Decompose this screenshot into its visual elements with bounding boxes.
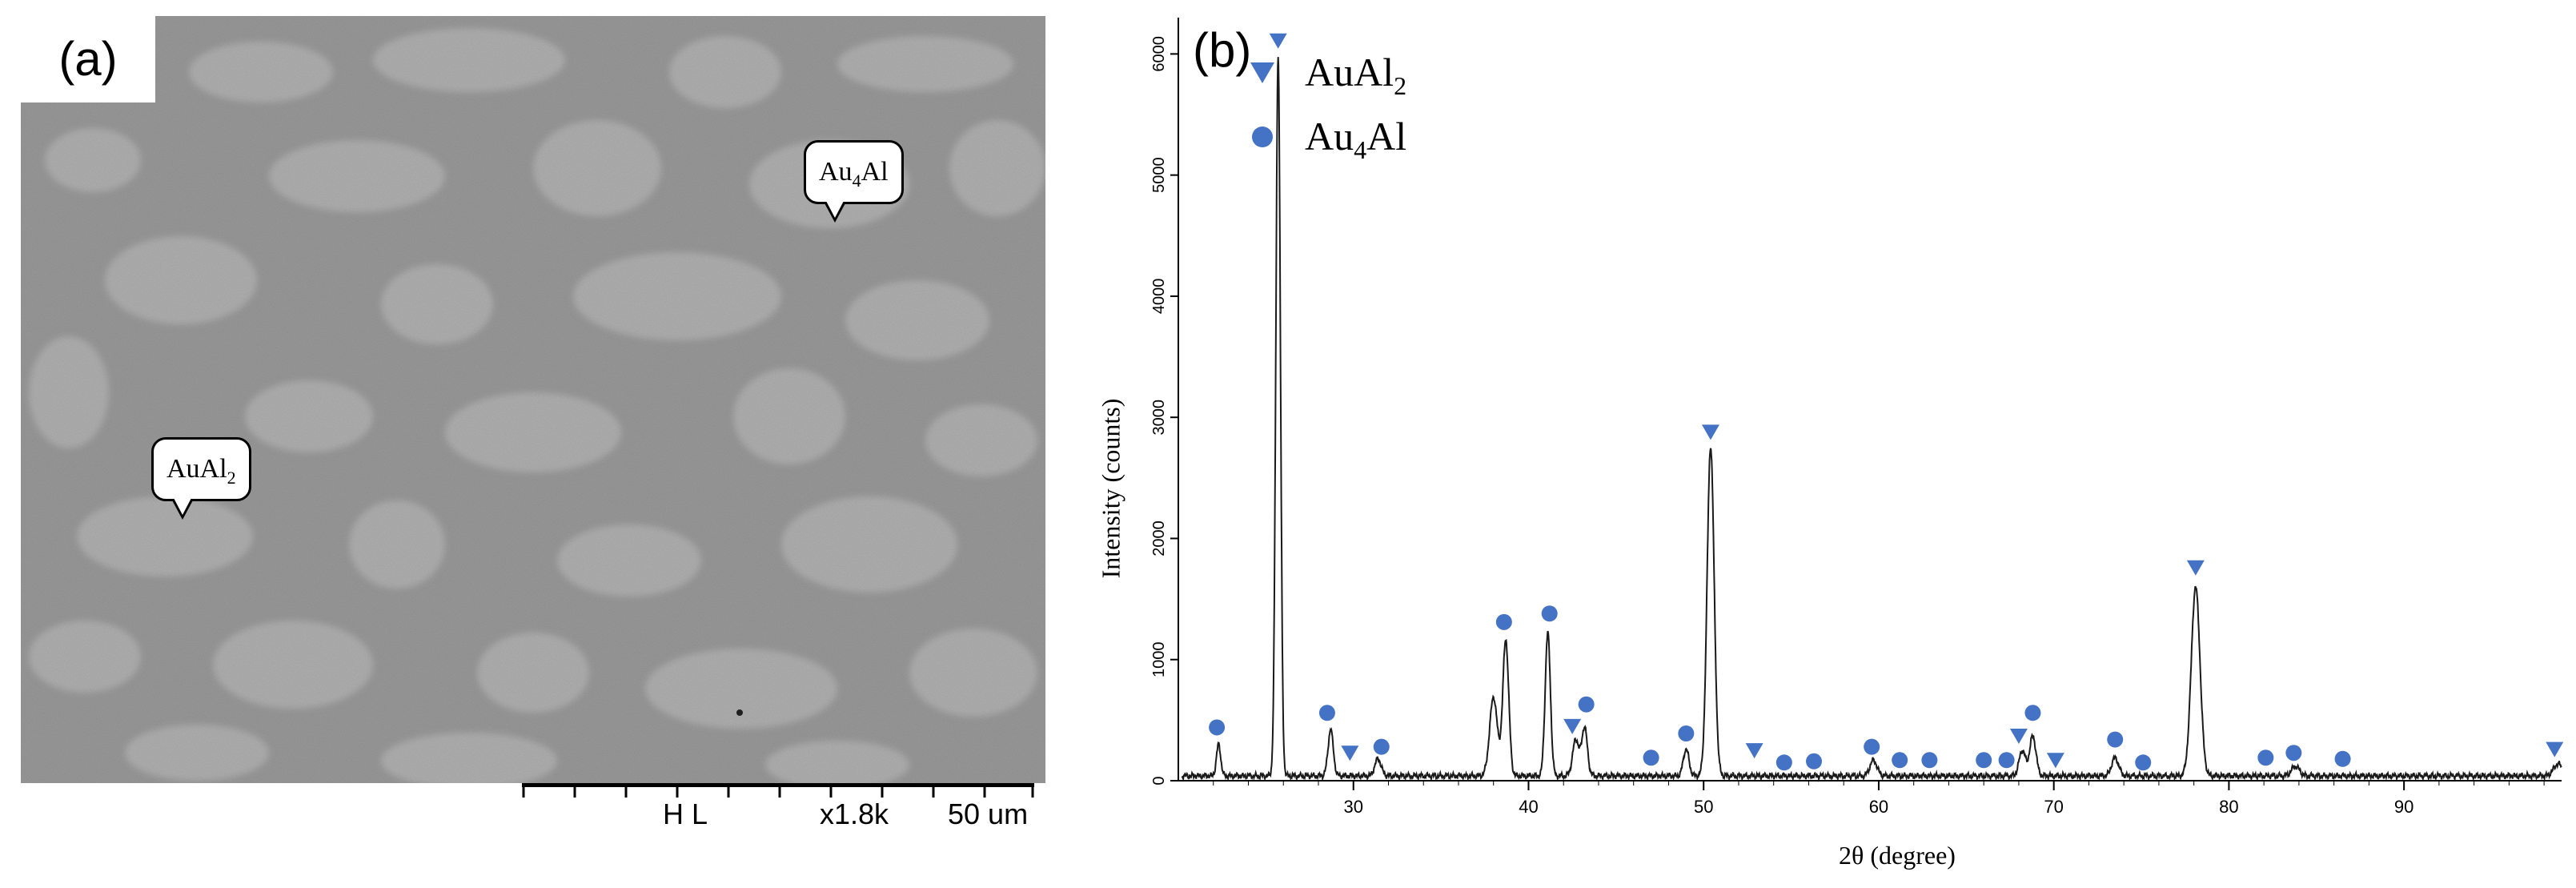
xrd-spectrum-line (1181, 57, 2562, 782)
scale-bar: H L x1.8k 50 um (522, 783, 1034, 831)
panel-a-label: (a) (21, 16, 155, 102)
legend-item-aual2: AuAl2 (1249, 40, 1406, 104)
scale-bar-length: 50 um (948, 798, 1029, 830)
triangle-marker-icon (1341, 745, 1359, 761)
y-tick-label: 4000 (1150, 279, 1168, 315)
x-axis-label: 2θ (degree) (1839, 841, 1956, 870)
y-tick-label: 2000 (1150, 520, 1168, 557)
circle-marker-icon (1495, 613, 1512, 630)
circle-marker-icon (2257, 749, 2274, 766)
x-tick-label: 90 (2394, 797, 2413, 817)
circle-marker-icon (1678, 725, 1695, 742)
y-tick-label: 1000 (1150, 641, 1168, 677)
callout-au4al: Au4Al (804, 140, 904, 223)
circle-marker-icon (2334, 750, 2351, 767)
xrd-ticks: 0 1000 2000 3000 4000 5000 6000 30 40 50 60 70 80 90 (1150, 36, 2545, 817)
y-tick-label: 6000 (1150, 36, 1168, 72)
legend-au4al-base: Au (1305, 114, 1354, 159)
triangle-marker-icon (2046, 753, 2064, 769)
scale-bar-ticks (522, 783, 1034, 798)
y-axis-label: Intensity (counts) (1096, 398, 1125, 579)
y-tick-label: 5000 (1150, 157, 1168, 193)
xrd-axes (1178, 18, 2562, 782)
legend-aual2-base: AuAl (1305, 50, 1394, 94)
triangle-marker-icon (2009, 729, 2028, 745)
x-tick-label: 50 (1694, 797, 1713, 817)
triangle-marker-icon (1701, 424, 1719, 440)
scale-bar-magnification: x1.8k (820, 798, 889, 830)
callout-au4al-base: Au (819, 157, 853, 187)
callout-au4al-sub: 4 (852, 170, 861, 191)
callout-au4al-rest: Al (861, 157, 889, 187)
triangle-marker-icon (2186, 560, 2205, 576)
circle-marker-icon (1541, 605, 1558, 622)
x-tick-label: 70 (2044, 797, 2063, 817)
circle-marker-icon (1252, 127, 1273, 147)
xrd-panel: (b) (1073, 0, 2576, 888)
legend-item-au4al: Au4Al (1249, 104, 1406, 168)
circle-marker-icon (2135, 754, 2152, 771)
scale-bar-mode: H L (663, 798, 708, 830)
circle-marker-icon (1976, 752, 1992, 769)
circle-marker-icon (1643, 749, 1659, 766)
circle-marker-icon (1776, 754, 1792, 771)
circle-marker-icon (1318, 705, 1335, 721)
xrd-peak-markers (1209, 33, 2564, 771)
circle-marker-icon (1998, 752, 2015, 769)
triangle-marker-icon (1563, 718, 1582, 734)
triangle-marker-icon (1250, 62, 1274, 83)
panel-b-label: (b) (1193, 23, 1252, 77)
circle-marker-icon (1209, 719, 1226, 736)
circle-marker-icon (1864, 738, 1880, 755)
xrd-legend: AuAl2 Au4Al (1249, 40, 1406, 168)
x-tick-label: 40 (1519, 797, 1538, 817)
triangle-marker-icon (1745, 743, 1763, 759)
circle-marker-icon (1892, 752, 1908, 769)
circle-marker-icon (2107, 731, 2124, 748)
triangle-marker-icon (2546, 741, 2564, 757)
circle-marker-icon (1806, 753, 1823, 769)
circle-marker-icon (2024, 705, 2041, 721)
y-tick-label: 0 (1150, 776, 1168, 785)
x-tick-label: 30 (1343, 797, 1362, 817)
x-tick-label: 60 (1869, 797, 1888, 817)
callout-aual2-base: AuAl (167, 454, 227, 484)
circle-marker-icon (1373, 738, 1390, 755)
circle-marker-icon (2285, 745, 2302, 761)
x-tick-label: 80 (2219, 797, 2238, 817)
legend-au4al-rest: Al (1366, 114, 1407, 159)
callout-aual2: AuAl2 (151, 437, 251, 520)
circle-marker-icon (1921, 752, 1938, 769)
circle-marker-icon (1578, 696, 1595, 713)
triangle-marker-icon (1269, 33, 1287, 49)
y-tick-label: 3000 (1150, 400, 1168, 436)
legend-au4al-sub: 4 (1354, 135, 1367, 164)
legend-aual2-sub: 2 (1394, 71, 1407, 100)
sem-micrograph: (a) Au4Al AuAl2 (21, 16, 1045, 783)
callout-aual2-sub: 2 (227, 467, 236, 488)
